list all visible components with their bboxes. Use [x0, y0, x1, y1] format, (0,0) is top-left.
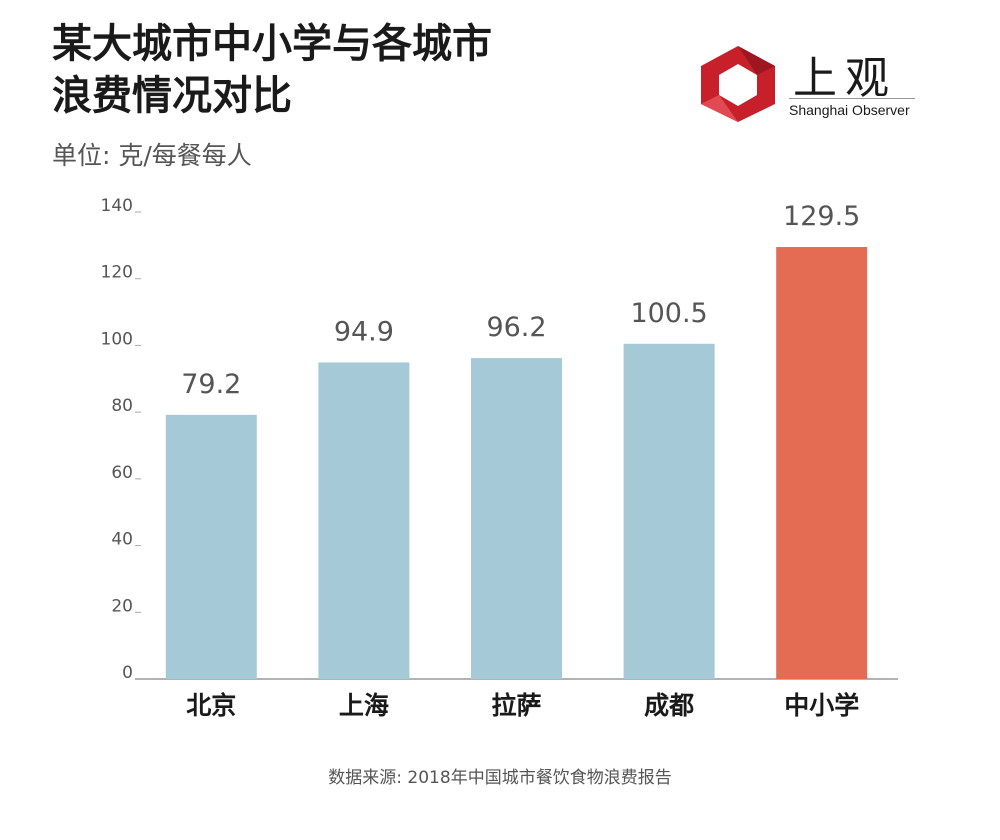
title-line-2: 浪费情况对比 [52, 73, 292, 119]
unit-label: 单位: 克/每餐每人 [52, 141, 252, 170]
bar [776, 247, 868, 679]
data-label: 100.5 [630, 298, 707, 329]
y-tick-label: 20 [111, 596, 133, 616]
x-tick-label: 中小学 [784, 691, 859, 720]
logo-mark-icon [701, 46, 775, 122]
logo-divider [789, 98, 915, 99]
y-tick-label: 120 [101, 263, 133, 283]
bar [165, 414, 257, 679]
bar [623, 343, 715, 679]
data-label: 94.9 [334, 316, 394, 347]
shanghai-observer-logo: 上观 Shanghai Observer [693, 44, 933, 124]
x-tick-label: 拉萨 [491, 691, 541, 720]
x-tick-label: 北京 [186, 691, 236, 720]
chart-title: 某大城市中小学与各城市 浪费情况对比 [52, 18, 492, 122]
y-tick-label: 60 [111, 463, 133, 483]
data-label: 129.5 [783, 201, 860, 232]
y-tick-label: 140 [101, 196, 133, 216]
y-tick-label: 0 [122, 663, 133, 683]
logo-name: 上观 [793, 53, 897, 104]
x-tick-label: 上海 [339, 691, 389, 720]
x-tick-label: 成都 [644, 691, 694, 720]
logo-subtitle: Shanghai Observer [789, 102, 910, 118]
bar-chart: 0 20 40 60 80 100 120 140 79.2 北京 94.9 上海 96.2 拉萨 100.… [101, 196, 898, 720]
data-label: 96.2 [486, 312, 546, 343]
bar [318, 362, 410, 679]
y-tick-label: 40 [111, 530, 133, 550]
data-source: 数据来源: 2018年中国城市餐饮食物浪费报告 [328, 768, 672, 788]
bar [471, 358, 562, 679]
y-tick-label: 100 [101, 329, 133, 349]
title-line-1: 某大城市中小学与各城市 [52, 21, 492, 67]
data-label: 79.2 [181, 369, 241, 400]
y-tick-label: 80 [111, 396, 133, 416]
